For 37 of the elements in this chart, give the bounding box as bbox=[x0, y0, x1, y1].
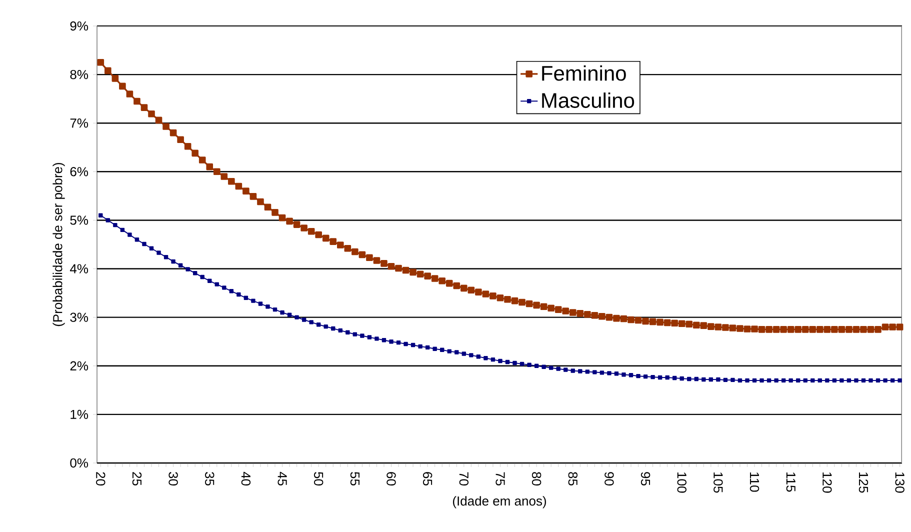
x-tick-label: 20 bbox=[96, 472, 106, 486]
x-tick-label: 105 bbox=[714, 472, 723, 493]
x-tick-label: 70 bbox=[459, 472, 469, 486]
y-tick-label: 2% bbox=[70, 361, 88, 370]
x-tick-label: 35 bbox=[205, 472, 214, 486]
x-tick-label: 80 bbox=[532, 472, 542, 486]
y-tick-label: 1% bbox=[70, 410, 88, 419]
y-tick-label: 4% bbox=[70, 264, 88, 274]
y-tick-label: 5% bbox=[70, 216, 88, 225]
x-tick-label: 25 bbox=[132, 472, 142, 486]
y-axis-title: (Probabilidade de ser pobre) bbox=[52, 162, 65, 326]
x-tick-label: 65 bbox=[422, 472, 432, 486]
y-tick-label: 0% bbox=[70, 458, 88, 468]
x-tick-label: 55 bbox=[350, 472, 360, 486]
x-tick-label: 30 bbox=[168, 472, 178, 486]
y-tick-label: 9% bbox=[70, 21, 88, 31]
x-tick-label: 115 bbox=[786, 472, 796, 492]
x-tick-label: 95 bbox=[640, 472, 650, 486]
y-tick-label: 8% bbox=[70, 70, 88, 80]
x-tick-label: 125 bbox=[858, 472, 868, 493]
y-tick-label: 6% bbox=[70, 167, 88, 176]
y-tick-label: 3% bbox=[70, 312, 88, 322]
x-tick-label: 85 bbox=[568, 472, 578, 486]
x-tick-label: 40 bbox=[241, 472, 251, 486]
x-tick-label: 110 bbox=[750, 472, 760, 492]
x-tick-label: 100 bbox=[677, 472, 686, 493]
x-tick-label: 60 bbox=[386, 472, 396, 486]
x-tick-label: 50 bbox=[314, 472, 324, 486]
x-tick-label: 45 bbox=[278, 472, 287, 486]
legend-label: Feminino bbox=[542, 65, 626, 81]
x-tick-label: 75 bbox=[496, 472, 505, 486]
x-tick-label: 130 bbox=[895, 472, 904, 493]
y-tick-label: 7% bbox=[70, 118, 88, 128]
x-axis-title: (Idade em anos) bbox=[452, 496, 546, 508]
legend-label: Masculino bbox=[542, 92, 634, 108]
x-tick-label: 120 bbox=[822, 472, 832, 493]
x-tick-label: 90 bbox=[604, 472, 614, 486]
